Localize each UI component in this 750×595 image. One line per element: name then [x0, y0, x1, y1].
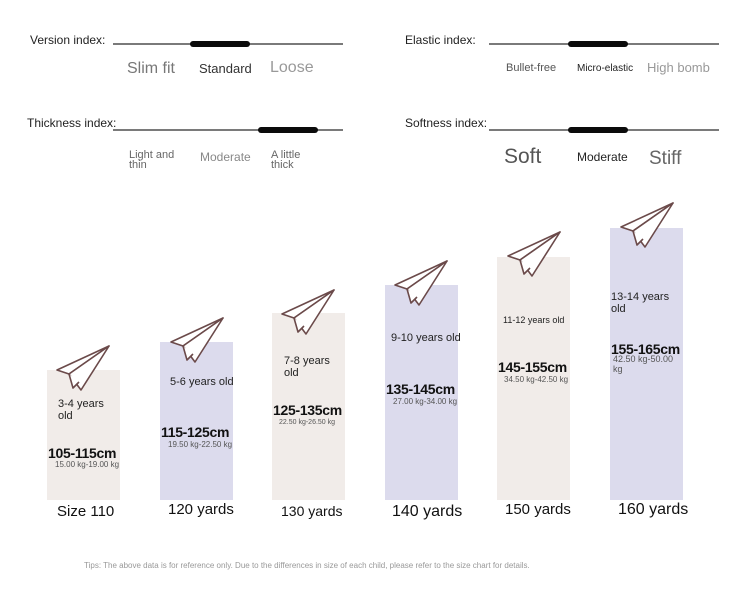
elastic-index-marker	[568, 41, 628, 47]
thickness-index-track	[113, 129, 343, 131]
size-column-160	[610, 228, 683, 500]
size-label: 140 yards	[392, 503, 463, 520]
size-label: 130 yards	[281, 503, 343, 519]
paper-plane-icon	[394, 260, 448, 306]
version-option-standard: Standard	[199, 61, 252, 76]
size-column-120	[160, 342, 233, 500]
age-range: 7-8 years old	[284, 355, 330, 379]
paper-plane-icon	[507, 231, 561, 277]
version-index-marker	[190, 41, 250, 47]
height-range: 145-155cm	[498, 359, 567, 375]
size-column-150	[497, 257, 570, 500]
size-label: 160 yards	[618, 501, 689, 518]
thickness-option-light-thin: Light and thin	[129, 149, 175, 171]
softness-option-stiff: Stiff	[649, 148, 682, 169]
version-option-loose: Loose	[270, 59, 314, 76]
thickness-option-moderate: Moderate	[200, 150, 251, 164]
paper-plane-icon	[56, 345, 110, 391]
weight-range: 42.50 kg-50.00 kg	[613, 354, 674, 374]
age-range: 3-4 years old	[58, 398, 104, 422]
size-label: Size 110	[57, 503, 115, 520]
size-label: 120 yards	[168, 501, 234, 518]
elastic-option-bullet-free: Bullet-free	[506, 62, 557, 74]
weight-range: 22.50 kg-26.50 kg	[279, 419, 336, 426]
softness-index-marker	[568, 127, 628, 133]
weight-range: 27.00 kg-34.00 kg	[393, 397, 458, 406]
age-range: 5-6 years old	[170, 376, 234, 388]
version-option-slim-fit: Slim fit	[127, 60, 175, 77]
paper-plane-icon	[281, 289, 335, 335]
softness-index-label: Softness index:	[405, 116, 488, 130]
size-column-140	[385, 285, 458, 500]
softness-option-soft: Soft	[504, 145, 542, 168]
height-range: 115-125cm	[161, 424, 230, 440]
elastic-index-label: Elastic index:	[405, 33, 476, 47]
thickness-index-marker	[258, 127, 318, 133]
age-range: 13-14 years old	[611, 291, 670, 315]
weight-range: 15.00 kg-19.00 kg	[55, 460, 120, 469]
version-index-label: Version index:	[30, 33, 106, 47]
tips-note: Tips: The above data is for reference on…	[84, 561, 530, 570]
thickness-option-a-little-thick: A little thick	[271, 149, 301, 171]
weight-range: 19.50 kg-22.50 kg	[168, 440, 233, 449]
age-range: 9-10 years old	[391, 332, 461, 344]
elastic-option-high-bomb: High bomb	[647, 60, 710, 75]
height-range: 125-135cm	[273, 402, 342, 418]
elastic-option-micro-elastic: Micro-elastic	[577, 63, 634, 74]
height-range: 135-145cm	[386, 381, 455, 397]
height-range: 105-115cm	[48, 445, 117, 461]
size-label: 150 yards	[505, 501, 571, 518]
softness-option-moderate: Moderate	[577, 150, 628, 164]
paper-plane-icon	[170, 317, 224, 363]
weight-range: 34.50 kg-42.50 kg	[504, 375, 569, 384]
paper-plane-icon	[620, 202, 674, 248]
size-column-110	[47, 370, 120, 500]
size-column-130	[272, 313, 345, 500]
height-range: 155-165cm	[611, 341, 680, 357]
thickness-index-label: Thickness index:	[27, 116, 117, 130]
age-range: 11-12 years old	[503, 315, 565, 325]
